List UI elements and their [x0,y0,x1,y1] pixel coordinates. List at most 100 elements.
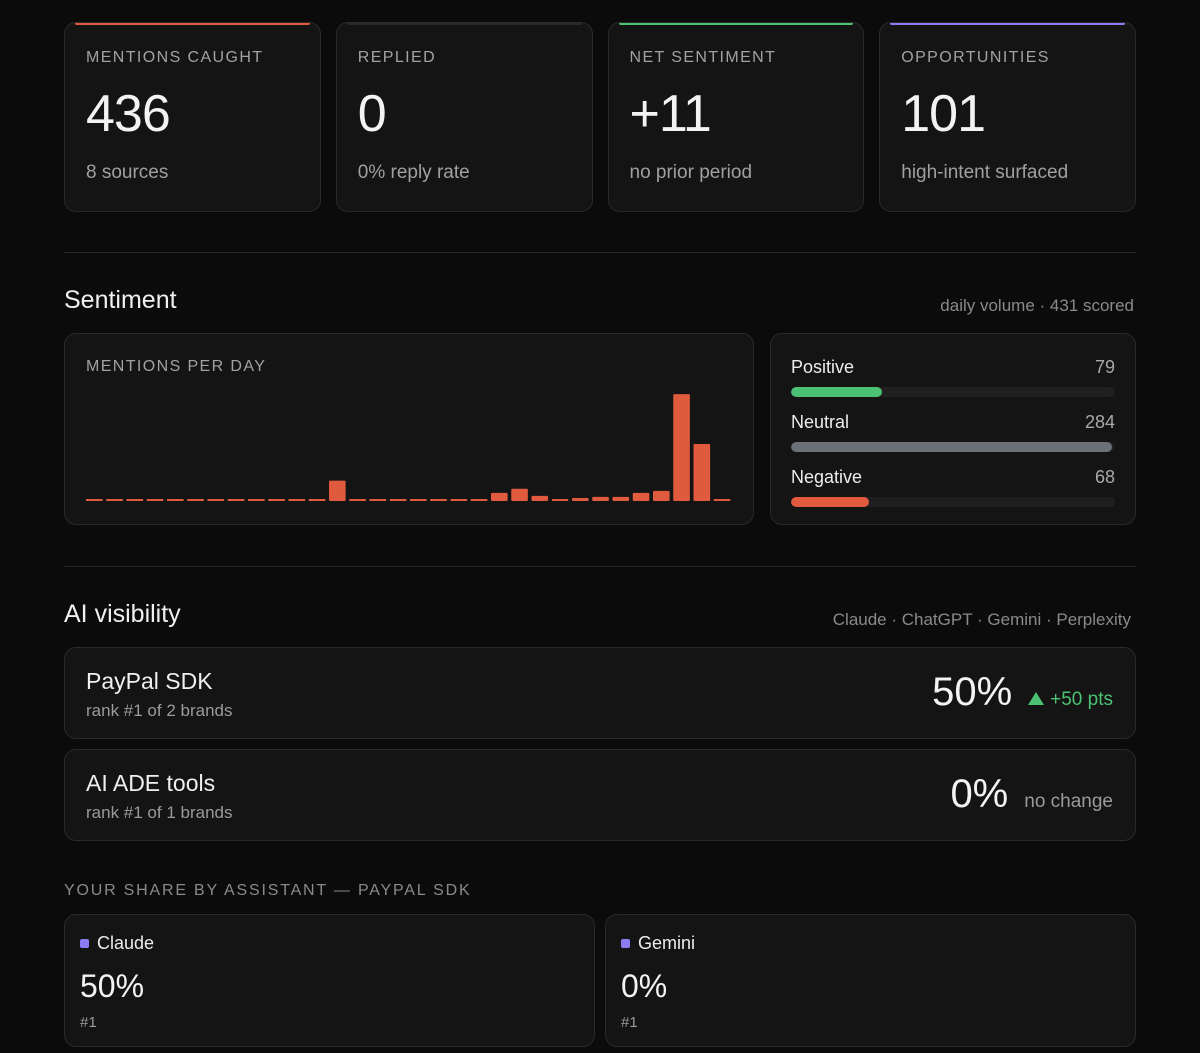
kpi-card-net-sentiment: NET SENTIMENT +11 no prior period [607,22,865,212]
sentiment-row-negative: Negative 68 [791,467,1115,507]
visibility-percent: 50% [932,670,1013,714]
sentiment-bar-track [791,442,1115,452]
sentiment-name: Positive [791,357,855,377]
share-heading: YOUR SHARE BY ASSISTANT — PAYPAL SDK [64,882,472,899]
sentiment-row-positive: Positive 79 [791,357,1115,397]
assistant-dot-icon [80,939,89,948]
chart-bar [369,499,387,501]
sentiment-breakdown-panel: Positive 79 Neutral 284 Negative 68 [770,333,1136,525]
kpi-label: REPLIED [357,49,437,66]
kpi-label: MENTIONS CAUGHT [86,49,264,66]
sentiment-count: 68 [1094,467,1115,487]
chart-bar [248,499,265,501]
section-title-ai-visibility: AI visibility [64,600,181,628]
kpi-card-replied: REPLIED 0 0% reply rate [335,22,593,212]
kpi-value: 0 [357,85,387,143]
visibility-score: 50% +50 pts [932,670,1113,715]
kpi-value: 436 [86,85,171,143]
share-percent: 0% [621,968,668,1004]
chart-bar [430,499,447,501]
kpi-accent-bar [618,23,854,25]
chart-bar [167,499,184,501]
visibility-delta-text: +50 pts [1050,689,1113,710]
chart-bar [592,496,609,501]
section-divider [64,252,1136,253]
chart-bar [491,492,508,501]
kpi-sub: 0% reply rate [357,162,470,183]
kpi-value: +11 [629,85,712,143]
sentiment-bar-track [791,497,1115,507]
sentiment-name: Neutral [791,412,850,432]
kpi-sub: 8 sources [86,162,169,183]
visibility-delta-text: no change [1024,791,1113,812]
visibility-delta: +50 pts [1028,689,1113,711]
sentiment-bar-fill [791,442,1112,452]
share-card-claude[interactable]: Claude 50% #1 [64,914,595,1047]
chart-title: MENTIONS PER DAY [86,358,267,375]
section-divider [64,566,1136,567]
ai-visibility-meta: Claude · ChatGPT · Gemini · Perplexity [832,610,1131,629]
chart-bar [612,496,630,501]
chart-bar [653,490,670,501]
chart-bar [389,499,407,501]
kpi-value: 101 [901,85,986,143]
share-percent: 50% [80,968,145,1004]
visibility-brand-name: PayPal SDK [86,668,213,694]
sentiment-bar-track [791,387,1115,397]
visibility-rank: rank #1 of 2 brands [86,701,233,720]
visibility-score: 0% no change [950,772,1113,817]
assistant-dot-icon [621,939,630,948]
chart-bar [511,488,528,501]
triangle-up-icon [1028,692,1045,705]
mentions-chart-panel: MENTIONS PER DAY [64,333,754,525]
share-rank: #1 [80,1014,97,1031]
chart-bar [450,499,468,501]
chart-bar [531,495,549,501]
chart-bar [146,499,164,501]
share-card-gemini[interactable]: Gemini 0% #1 [605,914,1136,1047]
share-rank: #1 [621,1014,638,1031]
chart-bar [227,499,245,501]
sentiment-count: 79 [1094,357,1115,377]
visibility-percent: 0% [950,772,1009,816]
kpi-row: MENTIONS CAUGHT 436 8 sources REPLIED 0 … [64,22,1136,212]
chart-bar [470,499,488,501]
visibility-card-ai-ade-tools[interactable]: AI ADE tools rank #1 of 1 brands 0% no c… [64,749,1136,841]
kpi-card-mentions: MENTIONS CAUGHT 436 8 sources [64,22,321,212]
chart-bar [207,499,225,501]
chart-bar [410,499,427,501]
kpi-accent-bar [890,23,1125,25]
mentions-per-day-chart [86,394,731,501]
chart-bar [349,499,366,501]
sentiment-bar-fill [791,387,882,397]
visibility-card-paypal-sdk[interactable]: PayPal SDK rank #1 of 2 brands 50% +50 p… [64,647,1136,739]
kpi-label: NET SENTIMENT [629,49,777,66]
chart-bar [693,443,711,501]
chart-bar [187,499,204,501]
chart-bar [632,492,650,501]
chart-bar [673,394,690,501]
chart-bar [288,499,306,501]
chart-bar [713,499,731,501]
share-assistant-name: Claude [97,933,155,953]
chart-bar [551,499,569,501]
share-assistant: Claude [80,933,154,954]
sentiment-row-neutral: Neutral 284 [791,412,1115,452]
sentiment-meta: daily volume · 431 scored [940,296,1134,315]
chart-bar [329,480,346,501]
kpi-sub: high-intent surfaced [901,162,1069,183]
kpi-accent-bar [346,23,582,25]
kpi-sub: no prior period [629,162,753,183]
sentiment-name: Negative [791,467,863,487]
visibility-brand-name: AI ADE tools [86,770,216,796]
sentiment-count: 284 [1084,412,1115,432]
visibility-rank: rank #1 of 1 brands [86,803,233,822]
chart-bar [268,499,285,501]
chart-bar [308,499,326,501]
kpi-label: OPPORTUNITIES [901,49,1050,66]
chart-bar [572,497,589,501]
chart-bar [126,499,144,501]
share-assistant-name: Gemini [638,933,696,953]
chart-bar [106,499,123,501]
section-title-sentiment: Sentiment [64,286,177,314]
